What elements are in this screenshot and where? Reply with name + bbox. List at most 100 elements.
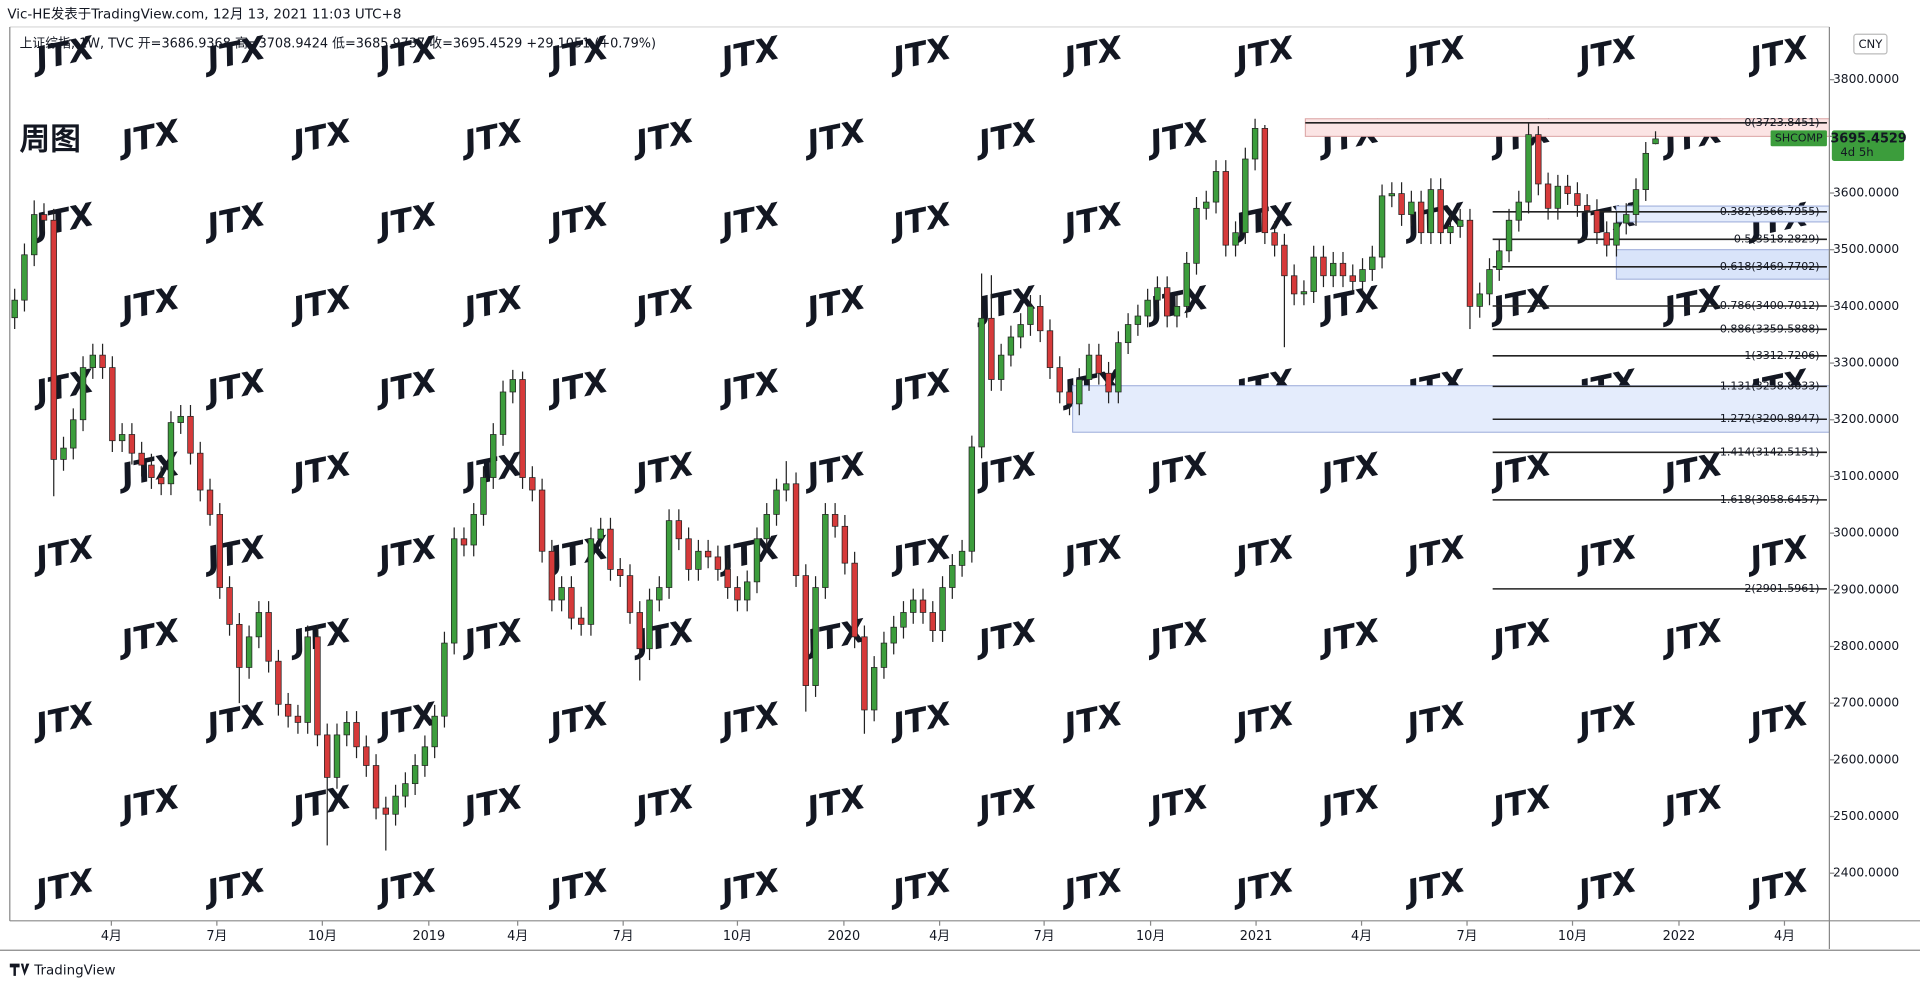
candle-body <box>1281 244 1288 277</box>
candle-body <box>753 538 761 583</box>
candle-body <box>870 667 878 711</box>
candle-body <box>675 520 683 540</box>
candle-body <box>372 765 380 809</box>
candle-body <box>1212 171 1220 203</box>
candle-body <box>1447 226 1454 234</box>
candle-body <box>997 354 1005 380</box>
x-tick-label: 2019 <box>412 929 445 944</box>
candle-body <box>1105 372 1112 393</box>
candle-body <box>353 722 360 748</box>
candle-body <box>1388 193 1396 197</box>
candle-body <box>21 254 28 301</box>
y-tick-label: 2400.0000 <box>1833 866 1899 880</box>
currency-button[interactable] <box>1853 33 1888 55</box>
candle-body <box>1310 256 1317 293</box>
bar-countdown: 4d 5h <box>1840 145 1873 159</box>
candle-body <box>1593 210 1601 234</box>
candle-body <box>138 452 145 466</box>
candle-body <box>128 434 136 454</box>
candle-body <box>236 624 243 668</box>
x-tick-label: 7月 <box>206 929 227 944</box>
y-tick-label: 2600.0000 <box>1833 752 1899 766</box>
candle-body <box>1076 379 1083 405</box>
candle-body <box>109 367 116 442</box>
currency-label[interactable]: CNY <box>1858 37 1883 51</box>
candle-body <box>880 642 888 668</box>
x-tick-label: 2020 <box>828 929 861 944</box>
candle-body <box>1251 128 1259 160</box>
fib-level-label: 0.618(3469.7702) <box>1720 260 1820 273</box>
candle-body <box>226 587 233 625</box>
candle-body <box>1339 262 1347 277</box>
fib-level-label: 0.5(3518.2829) <box>1734 232 1820 245</box>
symbol-info: 上证综指, 1W, TVC 开=3686.9368 高=3708.9424 低=… <box>20 36 656 52</box>
candle-body <box>1623 214 1630 224</box>
x-tick-label: 4月 <box>507 929 528 944</box>
candle-body <box>1232 232 1239 246</box>
candle-body <box>1144 299 1151 317</box>
last-price-box <box>1831 130 1905 161</box>
x-tick-label: 10月 <box>1558 929 1587 944</box>
candle-body <box>548 550 556 601</box>
candle-body <box>1134 315 1142 325</box>
candle-body <box>939 587 946 631</box>
candle-body <box>1378 195 1386 258</box>
candle-body <box>744 581 751 601</box>
fib-level-label: 0.886(3359.5888) <box>1720 322 1820 335</box>
candle-body <box>597 528 604 540</box>
candle-body <box>1408 201 1415 215</box>
candle-body <box>1505 219 1513 252</box>
y-tick-label: 3800.0000 <box>1833 72 1899 86</box>
candle-body <box>1242 158 1249 234</box>
candle-body <box>1613 222 1620 246</box>
x-tick-label: 7月 <box>1457 929 1478 944</box>
brand-icon[interactable] <box>9 963 30 976</box>
candle-body <box>529 477 536 491</box>
candle-body <box>1290 275 1298 295</box>
fib-level-label: 0(3723.8451) <box>1744 116 1819 129</box>
candle-body <box>1330 262 1337 277</box>
candle-body <box>50 219 57 460</box>
x-tick-label: 7月 <box>1034 929 1055 944</box>
candle-body <box>558 587 565 601</box>
candle-body <box>265 612 272 662</box>
brand-logo[interactable]: TradingView <box>9 963 116 978</box>
candle-body <box>99 354 106 368</box>
candle-body <box>617 569 624 576</box>
candle-body <box>968 446 976 552</box>
y-tick-label: 3400.0000 <box>1833 299 1899 313</box>
candle-body <box>1603 232 1610 246</box>
candle-body <box>1037 306 1044 332</box>
candle-body <box>1300 291 1308 295</box>
candle-body <box>773 489 780 515</box>
candle-body <box>1525 134 1532 203</box>
candle-body <box>343 722 350 736</box>
candle-body <box>949 565 956 588</box>
candle-body <box>1066 391 1073 405</box>
candle-body <box>538 489 546 552</box>
y-tick-label: 3100.0000 <box>1833 469 1899 483</box>
brand-name[interactable]: TradingView <box>33 963 115 978</box>
candle-body <box>1515 201 1522 221</box>
fib-level-label: 0.382(3566.7955) <box>1720 205 1820 218</box>
candle-body <box>40 214 48 221</box>
candle-body <box>1115 342 1122 393</box>
candle-body <box>431 715 438 748</box>
candle-body <box>1476 293 1483 307</box>
last-price-label: 3695.4529 <box>1830 131 1906 146</box>
candle-body <box>470 514 477 546</box>
fib-level-label: 2(2901.5961) <box>1744 582 1819 595</box>
candle-body <box>1642 152 1649 190</box>
candle-body <box>1017 324 1024 338</box>
candle-body <box>1124 324 1132 344</box>
candle-body <box>1574 193 1581 206</box>
candle-body <box>158 477 165 485</box>
candle-body <box>1261 128 1269 234</box>
x-tick-label: 10月 <box>308 929 337 944</box>
x-tick-label: 4月 <box>929 929 950 944</box>
candle-body <box>958 550 966 566</box>
candle-body <box>1095 354 1102 374</box>
candle-body <box>79 367 87 421</box>
candle-body <box>577 617 585 625</box>
